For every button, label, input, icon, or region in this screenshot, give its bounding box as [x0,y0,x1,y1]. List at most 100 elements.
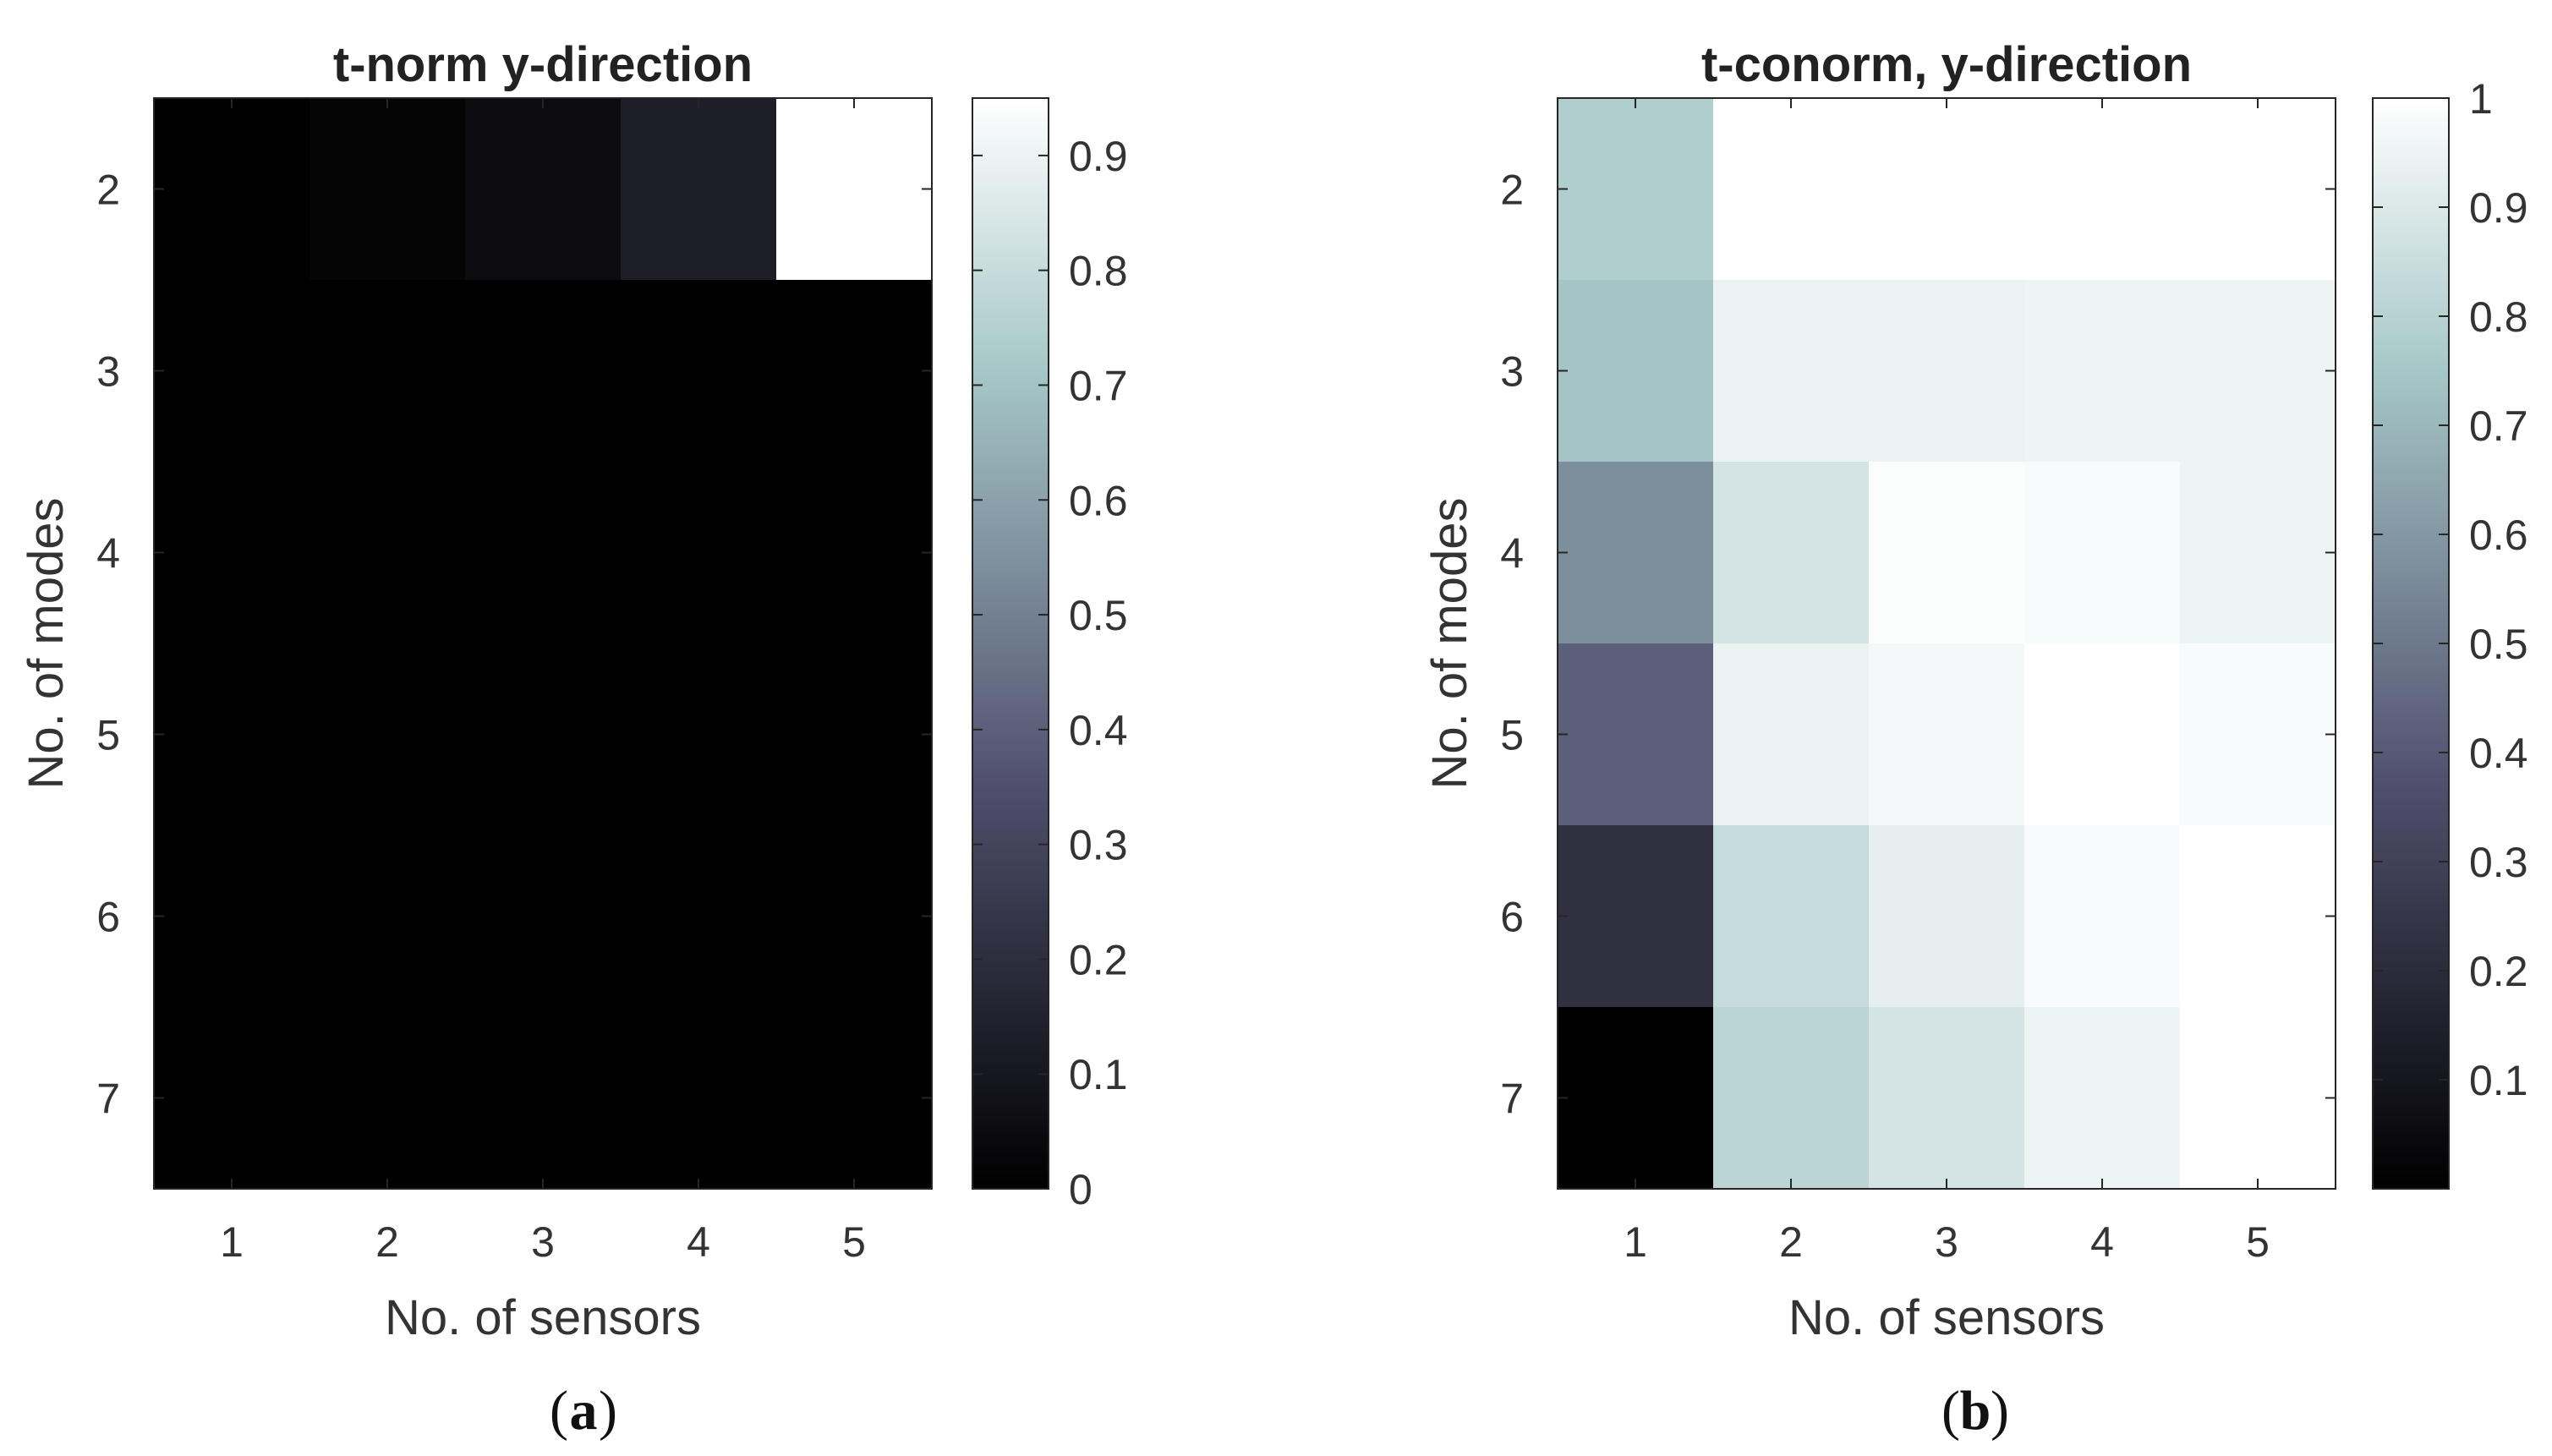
x-tick-label: 2 [375,1218,399,1266]
x-axis-label: No. of sensors [1788,1290,2105,1345]
y-tick-label: 2 [1500,167,1524,214]
chart-title: t-norm y-direction [333,37,753,92]
x-tick-label: 5 [2246,1218,2270,1266]
heatmap-cell [776,825,933,1008]
caption-letter: a [570,1380,598,1442]
colorbar-tick-label: 0.9 [2469,184,2528,232]
caption-close-paren: ) [1991,1380,2009,1442]
heatmap-cell [776,98,933,281]
heatmap-cell [154,643,310,826]
colorbar-tick-label: 0.9 [1069,133,1128,180]
y-axis-label: No. of modes [19,498,74,790]
colorbar-tick-label: 0.6 [2469,512,2528,559]
x-tick-label: 2 [1779,1218,1803,1266]
heatmap-cell [2024,825,2181,1008]
heatmap-cell [1869,98,2025,281]
heatmap-cell [465,1007,622,1190]
colorbar-tick-label: 0.4 [1069,707,1128,754]
heatmap-cell [309,1007,466,1190]
panel-b: 1 2 3 4 5 2 3 4 5 6 7 t-conorm, y-direction No. of s… [1422,37,2528,1442]
heatmap-cell [621,98,777,281]
y-tick-label: 4 [96,530,120,577]
heatmap-cell [2024,462,2181,644]
y-tick-label: 5 [96,712,120,759]
heatmap-cell [2024,643,2181,826]
heatmap-cell [776,643,933,826]
colorbar-tick-label: 0.2 [2469,948,2528,995]
heatmap-cell [1713,1007,1870,1190]
colorbar-tick-label: 0 [1069,1166,1093,1213]
x-axis-label: No. of sensors [385,1290,701,1345]
caption-letter: b [1960,1380,1991,1442]
heatmap-cell [1869,825,2025,1008]
colorbar-tick-label: 0.7 [2469,402,2528,450]
x-tick-label: 4 [687,1218,710,1266]
heatmap-cell [621,1007,777,1190]
colorbar [972,97,1049,1190]
heatmap-cell [776,280,933,463]
heatmap-cell [1713,462,1870,644]
heatmap-cell [309,462,466,644]
heatmap-cell [1558,1007,1714,1190]
heatmap-cell [1558,462,1714,644]
heatmap-cell [2024,280,2181,463]
colorbar-tick-label: 0.5 [1069,592,1128,639]
colorbar-tick-label: 0.5 [2469,621,2528,668]
heatmap-cell [2180,462,2336,644]
heatmap-cell [1869,643,2025,826]
y-tick-label: 4 [1500,530,1524,577]
heatmap-cell [1869,280,2025,463]
x-tick-label: 1 [220,1218,244,1266]
colorbar-tick-label: 0.6 [1069,477,1128,524]
heatmap-cell [2180,643,2336,826]
heatmap-cell [1713,643,1870,826]
colorbar-tick-label: 0.7 [1069,362,1128,409]
y-tick-label: 7 [1500,1076,1524,1123]
heatmap-cell [309,643,466,826]
x-tick-label: 4 [2090,1218,2114,1266]
heatmap-cell [154,280,310,463]
heatmap-cell [621,825,777,1008]
heatmap-cell [621,280,777,463]
heatmap-cell [1558,825,1714,1008]
chart-title: t-conorm, y-direction [1701,37,2192,92]
colorbar-tick-label: 0.1 [2469,1057,2528,1104]
heatmap-cell [154,462,310,644]
heatmap-cell [1713,280,1870,463]
heatmap-cell [2024,1007,2181,1190]
colorbar [2372,97,2450,1190]
heatmap-cell [154,825,310,1008]
y-tick-label: 7 [96,1076,120,1123]
heatmap-cell [776,1007,933,1190]
y-tick-label: 3 [96,348,120,396]
x-tick-label: 3 [531,1218,555,1266]
colorbar-tick-label: 0.4 [2469,730,2528,777]
heatmap-cell [1558,643,1714,826]
colorbar-tick-label: 0.8 [1069,248,1128,295]
heatmap-cell [2180,98,2336,281]
heatmap-cell [2180,825,2336,1008]
heatmap-cell [154,1007,310,1190]
heatmap-cell [465,643,622,826]
colorbar-tick-label: 0.3 [2469,839,2528,886]
y-axis-label: No. of modes [1422,498,1477,790]
heatmap-cell [465,825,622,1008]
heatmap-cell [1713,98,1870,281]
heatmap-cell [621,643,777,826]
y-tick-label: 3 [1500,348,1524,396]
heatmap-cell [2024,98,2181,281]
caption-open-paren: ( [1941,1380,1960,1442]
panel-a: 1 2 3 4 5 2 3 4 5 6 7 t-norm y-direction No. of sens… [19,37,1128,1442]
heatmap-cell [1869,1007,2025,1190]
heatmap-cell [1558,280,1714,463]
caption-close-paren: ) [599,1380,617,1442]
heatmap-cell [154,98,310,281]
x-tick-label: 3 [1935,1218,1958,1266]
heatmap-cell [465,280,622,463]
caption-open-paren: ( [550,1380,568,1442]
colorbar-tick-label: 0.8 [2469,293,2528,341]
x-tick-label: 5 [842,1218,866,1266]
y-tick-label: 6 [96,894,120,941]
heatmap-cell [465,98,622,281]
